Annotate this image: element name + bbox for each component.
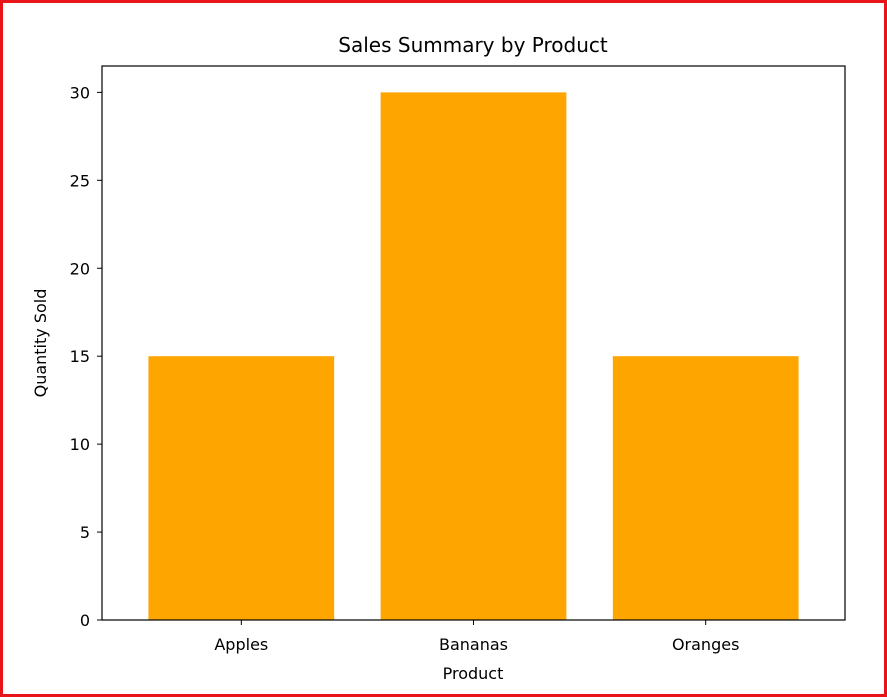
bar-bananas [380,92,567,620]
y-tick-label: 10 [70,435,90,454]
y-tick-label: 20 [70,259,90,278]
bar-oranges [612,356,799,620]
y-tick-label: 30 [70,83,90,102]
x-tick-label-oranges: Oranges [672,635,739,654]
y-tick-label: 5 [80,523,90,542]
bars-group [148,92,799,620]
x-tick-label-bananas: Bananas [439,635,508,654]
y-tick-label: 0 [80,611,90,630]
x-axis-label: Product [443,664,504,683]
y-axis-ticks: 0 5 10 15 20 25 30 [70,83,102,630]
plot-area-frame [101,65,846,621]
y-tick-label: 15 [70,347,90,366]
chart-title: Sales Summary by Product [338,33,608,57]
y-tick-label: 25 [70,171,90,190]
bar-chart: Sales Summary by Product 0 5 10 15 20 25 30 Ap… [31,33,846,683]
y-axis-label: Quantity Sold [31,289,50,398]
bar-apples [148,356,335,620]
x-tick-label-apples: Apples [214,635,268,654]
x-axis-ticks: Apples Bananas Oranges [214,620,739,654]
